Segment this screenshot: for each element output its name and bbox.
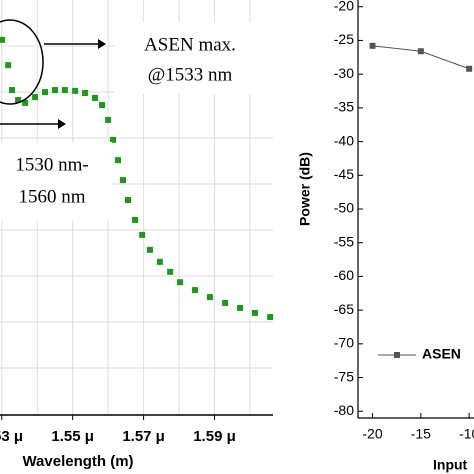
point: [110, 136, 117, 143]
x-tick-label: 1.59 μ: [193, 428, 236, 445]
point: [132, 216, 139, 223]
point: [99, 101, 106, 108]
point: [15, 97, 22, 104]
point: [237, 304, 244, 311]
legend-label: ASEN: [422, 346, 461, 362]
y-tick-label: -30: [334, 65, 354, 81]
y-tick-label: -45: [334, 166, 354, 182]
x-axis-title: Wavelength (m): [22, 453, 133, 470]
point: [22, 99, 29, 106]
y-tick-label: -80: [334, 402, 354, 418]
y-tick-label: -25: [334, 31, 354, 47]
point: [267, 314, 274, 321]
annotation: 1530 nm-: [15, 154, 88, 175]
point: [82, 89, 89, 96]
point: [124, 197, 131, 204]
x-tick-label: 1.55 μ: [51, 428, 94, 445]
point: [466, 65, 473, 72]
y-tick-label: -35: [334, 99, 354, 115]
point: [206, 294, 213, 301]
y-tick-label: -60: [334, 267, 354, 283]
annotation: 1560 nm: [18, 186, 85, 207]
y-tick-label: -65: [334, 301, 354, 317]
point: [167, 268, 174, 275]
y-tick-label: -20: [334, 0, 354, 13]
point: [5, 62, 12, 69]
point: [251, 309, 258, 316]
annotation: ASEN max.: [144, 34, 236, 55]
x-tick-label: -15: [411, 426, 431, 442]
y-tick-label: -40: [334, 132, 354, 148]
point: [72, 87, 79, 94]
y-tick-label: -70: [334, 335, 354, 351]
y-tick-label: -75: [334, 368, 354, 384]
point: [120, 177, 127, 184]
point: [192, 287, 198, 294]
point: [222, 299, 229, 306]
annotation: @1533 nm: [148, 64, 233, 85]
point: [156, 258, 163, 265]
y-axis-title: Power (dB): [297, 152, 313, 226]
point: [61, 87, 68, 94]
x-axis-title: Input: [433, 457, 468, 473]
point: [417, 48, 424, 55]
y-tick-label: -50: [334, 200, 354, 216]
point: [9, 87, 16, 94]
x-tick-label: -20: [362, 426, 382, 442]
point: [146, 246, 153, 253]
point: [51, 87, 58, 94]
point: [105, 116, 112, 123]
point: [0, 36, 6, 43]
arrow-head: [58, 119, 66, 129]
legend-marker: [394, 352, 400, 358]
y-tick-label: -55: [334, 233, 354, 249]
point: [42, 89, 49, 96]
point: [92, 94, 99, 101]
x-tick-label: 1.53 μ: [0, 428, 23, 445]
plot-bg: [358, 0, 474, 418]
point: [139, 231, 146, 238]
annotation-box: [0, 142, 112, 220]
arrow-head: [98, 39, 106, 49]
highlight-ellipse: [0, 19, 44, 105]
point: [177, 279, 184, 286]
x-tick-label: 1.57 μ: [122, 428, 165, 445]
point: [369, 42, 376, 49]
point: [32, 94, 39, 101]
x-tick-label: -10: [459, 426, 474, 442]
annotation-box: [114, 22, 274, 94]
point: [115, 157, 122, 164]
